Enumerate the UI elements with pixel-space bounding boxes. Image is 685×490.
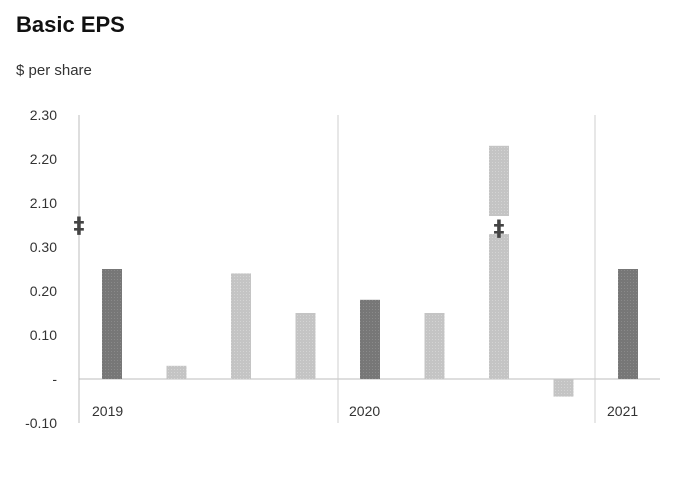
bar-2020-annual — [360, 299, 380, 379]
bar-2021-annual — [618, 269, 638, 379]
period-label-2021: 2021 — [607, 403, 638, 419]
bar-2020-quarter — [424, 313, 445, 379]
y-tick-label: -0.10 — [25, 415, 57, 431]
bar-2019-quarter — [295, 313, 316, 379]
y-tick-label: 2.10 — [30, 195, 57, 211]
chart-title: Basic EPS — [16, 12, 125, 37]
y-axis-unit-label: $ per share — [16, 62, 92, 79]
bar-2020-q-upper — [489, 145, 509, 216]
bar-break-symbol: ‡ — [494, 217, 505, 242]
y-tick-label: 2.30 — [30, 107, 57, 123]
bar-2019-quarter — [231, 273, 251, 379]
y-tick-label: 2.20 — [30, 151, 57, 167]
y-tick-label: 0.20 — [30, 283, 57, 299]
y-tick-label: 0.30 — [30, 239, 57, 255]
y-tick-label: 0.10 — [30, 327, 57, 343]
bar-2020-q-lower — [489, 234, 509, 379]
bar-2020-quarter — [553, 379, 574, 397]
period-label-2020: 2020 — [349, 403, 380, 419]
period-label-2019: 2019 — [92, 403, 123, 419]
bar-2019-annual — [102, 269, 122, 379]
y-axis-break-symbol: ‡ — [74, 214, 85, 239]
y-tick-label: - — [52, 371, 57, 387]
bar-2019-quarter — [166, 365, 187, 379]
